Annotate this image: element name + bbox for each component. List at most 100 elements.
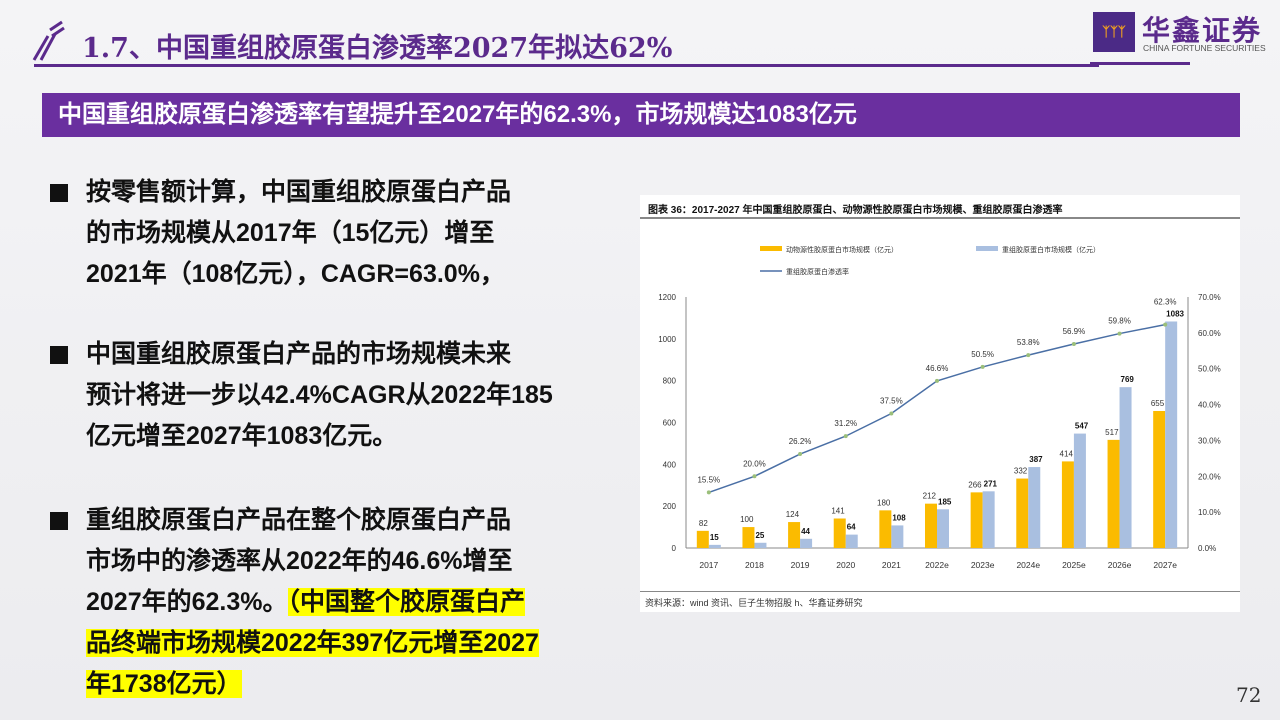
- y2-tick-label: 0.0%: [1198, 544, 1216, 553]
- y-tick-label: 800: [663, 377, 677, 386]
- text-line: 重组胶原蛋白产品在整个胶原蛋白产品: [86, 506, 512, 534]
- point-label-rate: 26.2%: [789, 437, 812, 446]
- bar-animal: [1016, 478, 1029, 548]
- y2-tick-label: 10.0%: [1198, 508, 1221, 517]
- point-label-rate: 59.8%: [1108, 317, 1131, 326]
- logo-icon: ᛉᛉᛉ: [1093, 12, 1135, 52]
- y-tick-label: 1200: [658, 293, 676, 302]
- highlighted-text: 品终端市场规模2022年397亿元增至2027: [86, 629, 539, 657]
- bar-label-recombinant: 44: [801, 527, 810, 536]
- bullet-icon: [50, 512, 68, 530]
- bar-recombinant: [937, 509, 949, 548]
- text-line: 的市场规模从2017年（15亿元）增至: [86, 219, 495, 247]
- bar-label-animal: 82: [699, 519, 708, 528]
- bar-label-recombinant: 1083: [1166, 309, 1184, 318]
- bullet-text-2: 中国重组胶原蛋白产品的市场规模未来 预计将进一步以42.4%CAGR从2022年…: [86, 334, 631, 457]
- y-tick-label: 400: [663, 460, 677, 469]
- bar-animal: [1153, 410, 1166, 548]
- bar-animal: [696, 530, 709, 548]
- text-line: 按零售额计算，中国重组胶原蛋白产品: [86, 178, 512, 206]
- point-label-rate: 53.8%: [1017, 338, 1040, 347]
- bar-label-recombinant: 769: [1121, 375, 1135, 384]
- x-tick-label: 2020: [836, 560, 855, 570]
- chart-title-divider: [640, 217, 1240, 219]
- point-label-rate: 31.2%: [834, 419, 857, 428]
- logo-text: 华鑫证券: [1142, 15, 1263, 46]
- point-rate: [1117, 331, 1122, 336]
- bar-label-animal: 212: [923, 492, 937, 501]
- y-tick-label: 200: [663, 502, 677, 511]
- bar-label-animal: 124: [786, 510, 800, 519]
- point-rate: [980, 364, 985, 369]
- bar-recombinant: [982, 491, 995, 548]
- bar-recombinant: [891, 525, 904, 548]
- bullet-icon: [50, 346, 68, 364]
- x-tick-label: 2025e: [1062, 560, 1086, 570]
- y-tick-label: 1000: [658, 335, 676, 344]
- bar-label-animal: 332: [1014, 467, 1028, 476]
- bar-label-recombinant: 108: [892, 513, 906, 522]
- y2-tick-label: 70.0%: [1198, 293, 1221, 302]
- x-tick-label: 2027e: [1153, 560, 1177, 570]
- logo-divider: [1090, 62, 1190, 65]
- bar-label-animal: 414: [1060, 449, 1074, 458]
- bar-recombinant: [1073, 433, 1086, 548]
- bar-animal: [970, 492, 983, 548]
- bar-recombinant: [1028, 467, 1041, 548]
- pencil-icon: [32, 20, 65, 61]
- point-label-rate: 50.5%: [971, 350, 994, 359]
- point-rate: [706, 490, 711, 495]
- point-label-rate: 46.6%: [926, 364, 949, 373]
- bar-recombinant: [800, 538, 813, 548]
- legend-swatch-animal: [760, 246, 782, 251]
- point-rate: [1026, 353, 1031, 358]
- bullet-icon: [50, 184, 68, 202]
- chart-title: 图表 36：2017-2027 年中国重组胶原蛋白、动物源性胶原蛋白市场规模、重…: [648, 205, 1063, 216]
- bar-label-recombinant: 64: [847, 523, 856, 532]
- x-tick-label: 2024e: [1016, 560, 1040, 570]
- point-rate: [843, 434, 848, 439]
- bar-animal: [833, 518, 846, 548]
- bar-label-recombinant: 25: [755, 531, 764, 540]
- y2-tick-label: 30.0%: [1198, 436, 1221, 445]
- x-tick-label: 2022e: [925, 560, 949, 570]
- text-line: 市场中的渗透率从2022年的46.6%增至: [86, 547, 513, 575]
- bar-recombinant: [754, 542, 767, 548]
- x-tick-label: 2021: [882, 560, 901, 570]
- bar-label-animal: 180: [877, 498, 891, 507]
- y2-tick-label: 50.0%: [1198, 365, 1221, 374]
- bar-recombinant: [708, 544, 721, 548]
- y-tick-label: 600: [663, 419, 677, 428]
- bar-animal: [1061, 461, 1074, 548]
- x-tick-label: 2018: [745, 560, 764, 570]
- highlighted-text: 年1738亿元）: [86, 670, 242, 698]
- bar-label-recombinant: 387: [1029, 455, 1043, 464]
- bullet-text-3: 重组胶原蛋白产品在整个胶原蛋白产品 市场中的渗透率从2022年的46.6%增至 …: [86, 500, 631, 705]
- point-label-rate: 37.5%: [880, 397, 903, 406]
- point-rate: [752, 474, 757, 479]
- bar-animal: [1107, 439, 1120, 548]
- chart-source-divider: [640, 591, 1240, 592]
- bar-animal: [925, 503, 937, 548]
- summary-banner: 中国重组胶原蛋白渗透率有望提升至2027年的62.3%，市场规模达1083亿元: [42, 93, 1240, 137]
- bar-label-animal: 100: [740, 515, 754, 524]
- chart-source: 资料来源：wind 资讯、巨子生物招股 h、华鑫证券研究: [645, 598, 863, 608]
- text-line: 亿元增至2027年1083亿元。: [86, 422, 398, 450]
- point-rate: [1071, 341, 1076, 346]
- highlighted-text: （中国整个胶原蛋白产: [287, 588, 526, 616]
- text-line: 预计将进一步以42.4%CAGR从2022年185: [86, 381, 553, 409]
- text-line: 2027年的62.3%。: [86, 588, 288, 616]
- y2-tick-label: 60.0%: [1198, 329, 1221, 338]
- chart-svg: 动物源性胶原蛋白市场规模（亿元） 重组胶原蛋白市场规模（亿元） 重组胶原蛋白渗透率 0…: [658, 245, 1221, 570]
- legend-swatch-recombinant: [976, 246, 998, 251]
- bar-recombinant: [845, 534, 858, 548]
- bar-label-recombinant: 547: [1075, 422, 1089, 431]
- x-tick-label: 2023e: [971, 560, 995, 570]
- bar-label-recombinant: 185: [938, 497, 952, 506]
- y-tick-label: 0: [672, 544, 677, 553]
- chart-panel: 图表 36：2017-2027 年中国重组胶原蛋白、动物源性胶原蛋白市场规模、重…: [640, 195, 1240, 612]
- line-rate: [708, 323, 1166, 494]
- bar-label-animal: 517: [1105, 428, 1119, 437]
- x-tick-label: 2019: [791, 560, 810, 570]
- bar-label-recombinant: 271: [984, 479, 998, 488]
